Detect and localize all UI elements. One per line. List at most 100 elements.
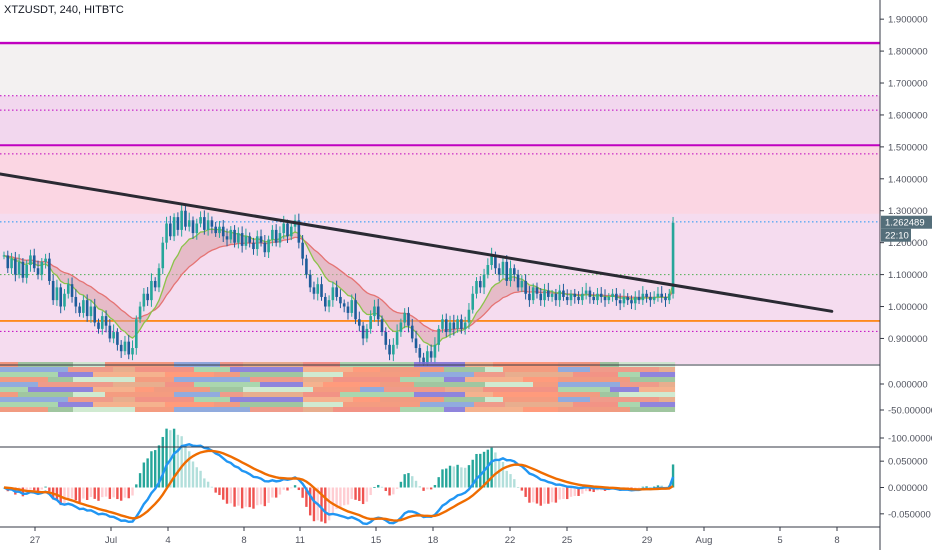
macd-histogram-bar	[422, 488, 424, 491]
candle-body	[169, 224, 172, 237]
macd-histogram-bar	[403, 474, 405, 487]
macd-histogram-bar	[294, 485, 296, 487]
macd-histogram-bar	[313, 488, 315, 522]
osc-band	[558, 387, 610, 392]
symbol-interval: 240	[60, 4, 78, 16]
candle-body	[44, 259, 47, 262]
candle-body	[490, 255, 493, 265]
osc-band	[113, 367, 135, 372]
macd-histogram-bar	[131, 488, 133, 496]
price-axis[interactable]: 1.9000001.8000001.7000001.6000001.500000…	[880, 0, 932, 550]
osc-band	[303, 377, 333, 382]
candle-body	[460, 319, 463, 329]
candle-body	[214, 227, 217, 233]
candle-body	[25, 265, 28, 278]
candle-body	[78, 307, 81, 313]
osc-band	[333, 377, 400, 382]
osc-band	[503, 367, 558, 372]
macd-histogram-bar	[82, 488, 84, 499]
macd-histogram-bar	[419, 486, 421, 487]
macd-histogram-bar	[566, 488, 568, 500]
osc-band	[323, 382, 380, 387]
candle-body	[245, 236, 248, 246]
macd-histogram-bar	[290, 488, 292, 489]
candle-body	[158, 268, 161, 287]
candle-body	[233, 230, 236, 243]
candle-body	[56, 287, 59, 300]
osc-band	[353, 367, 380, 372]
osc-band	[58, 402, 93, 407]
osc-tick-label: -100.000000	[888, 434, 932, 445]
candle-body	[75, 297, 78, 307]
osc-band	[600, 392, 619, 397]
candle-body	[521, 281, 524, 287]
macd-tick-label: -0.050000	[888, 509, 931, 520]
macd-histogram-bar	[29, 488, 31, 490]
candle-body	[139, 307, 142, 320]
macd-histogram-bar	[271, 488, 273, 498]
osc-band	[0, 367, 68, 372]
macd-histogram-bar	[135, 484, 137, 487]
candle-body	[252, 243, 255, 249]
osc-band	[333, 407, 400, 412]
candle-body	[332, 287, 335, 300]
candle-body	[475, 281, 478, 294]
signal-line	[4, 451, 673, 521]
time-tick-label: 27	[30, 535, 41, 546]
candle-body	[623, 297, 626, 303]
osc-band	[0, 397, 68, 402]
candle-body	[267, 239, 270, 252]
macd-histogram-bar	[396, 488, 398, 489]
candle-body	[354, 300, 357, 319]
osc-band	[0, 402, 58, 407]
macd-histogram-bar	[377, 485, 379, 488]
candle-body	[407, 313, 410, 326]
candle-body	[248, 236, 251, 242]
candle-body	[358, 319, 361, 325]
macd-histogram-bar	[373, 487, 375, 488]
osc-band	[558, 407, 630, 412]
macd-histogram-bar	[150, 451, 152, 487]
osc-band	[573, 402, 618, 407]
osc-band	[400, 407, 444, 412]
time-tick-label: 25	[562, 535, 573, 546]
osc-band	[619, 392, 675, 397]
macd-histogram-bar	[551, 488, 553, 503]
osc-band	[18, 392, 73, 397]
osc-band	[243, 387, 313, 392]
candle-body	[608, 297, 611, 300]
macd-histogram-bar	[192, 462, 194, 488]
osc-band	[303, 382, 323, 387]
last-price-label: 1.262489	[885, 218, 925, 229]
candle-body	[290, 227, 293, 237]
candle-body	[369, 316, 372, 329]
candle-body	[505, 262, 508, 281]
macd-histogram-bar	[411, 476, 413, 487]
osc-band	[135, 377, 174, 382]
osc-band	[93, 387, 135, 392]
osc-band	[493, 392, 558, 397]
macd-histogram-bar	[237, 488, 239, 506]
macd-histogram-bar	[449, 466, 451, 488]
candle-body	[203, 217, 206, 230]
osc-band	[505, 402, 573, 407]
osc-band	[165, 402, 214, 407]
candle-body	[347, 307, 350, 313]
osc-band	[68, 397, 113, 402]
osc-band	[414, 392, 465, 397]
candle-body	[672, 223, 675, 294]
macd-histogram-bar	[162, 437, 164, 488]
candle-body	[502, 262, 505, 275]
macd-histogram-bar	[358, 488, 360, 501]
candle-body	[524, 281, 527, 294]
symbol-header[interactable]: XTZUSDT, 240, HITBTC	[4, 4, 124, 16]
macd-histogram-bar	[154, 450, 156, 487]
candle-body	[555, 294, 558, 300]
candle-body	[324, 297, 327, 307]
osc-band	[640, 372, 675, 377]
candle-body	[339, 297, 342, 303]
macd-histogram-bar	[298, 488, 300, 491]
macd-histogram-bar	[441, 469, 443, 487]
